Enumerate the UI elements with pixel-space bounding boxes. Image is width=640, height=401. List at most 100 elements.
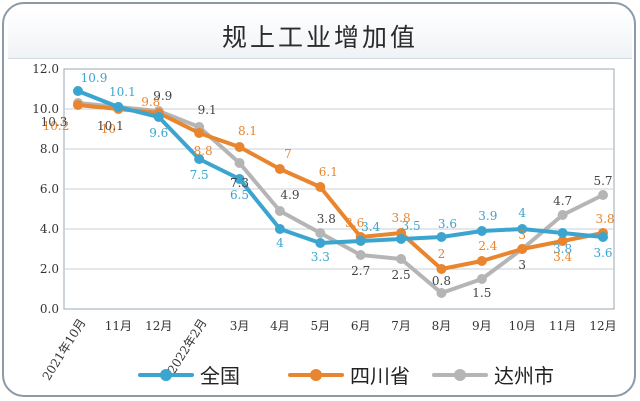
- x-tick-label: 12月: [145, 319, 172, 333]
- x-tick-label: 7月: [391, 319, 411, 333]
- series-point-0: [598, 232, 608, 242]
- series-point-1: [436, 264, 447, 274]
- legend-swatch-marker: [160, 369, 172, 381]
- y-tick-label: 0.0: [40, 302, 59, 316]
- data-label: 0.8: [432, 274, 451, 288]
- x-tick-label: 5月: [310, 319, 330, 333]
- data-label: 7.5: [190, 168, 209, 182]
- series-lines: [73, 86, 608, 298]
- x-tick-label: 11月: [105, 319, 132, 333]
- data-label: 10.1: [109, 85, 136, 99]
- data-label: 9.1: [198, 103, 217, 117]
- data-label: 3.6: [345, 216, 364, 230]
- data-label: 3: [518, 228, 526, 242]
- legend-label: 四川省: [350, 364, 410, 388]
- data-label: 6.5: [230, 188, 249, 202]
- data-label: 4: [518, 206, 526, 220]
- data-label: 9.9: [153, 89, 172, 103]
- data-label: 3.5: [402, 219, 421, 233]
- legend-swatch-marker: [310, 369, 322, 381]
- series-point-0: [517, 224, 528, 234]
- data-labels: 10.910.19.67.56.543.33.4 3.5 3.63.9 43.8 3.6…: [41, 71, 615, 300]
- series-point-1: [73, 100, 83, 110]
- y-tick-label: 10.0: [32, 102, 59, 116]
- series-line-0: [76, 89, 605, 245]
- x-tick-label: 6月: [351, 319, 371, 333]
- series-point-1: [315, 182, 326, 192]
- x-tick-label: 8月: [432, 319, 452, 333]
- series-point-0: [153, 112, 164, 122]
- data-label: 2.5: [392, 268, 411, 282]
- data-label: 9.6: [149, 126, 168, 140]
- data-label: 4.7: [553, 194, 572, 208]
- data-label: 3.8: [553, 242, 572, 256]
- series-point-0: [476, 226, 487, 236]
- series-point-0: [113, 102, 124, 112]
- data-label: 2: [438, 247, 446, 261]
- series-point-1: [234, 142, 245, 152]
- series-point-0: [194, 154, 205, 164]
- data-label: 3.8: [595, 212, 614, 226]
- data-label: 2.4: [478, 239, 497, 253]
- series-point-2: [598, 190, 608, 200]
- legend-label: 全国: [200, 364, 240, 388]
- data-label: 9.8: [141, 95, 160, 109]
- series-point-0: [355, 236, 366, 246]
- data-label: 10.9: [81, 71, 108, 85]
- data-label: 3.9: [478, 209, 497, 223]
- data-label: 6.1: [319, 165, 338, 179]
- data-label: 5.7: [593, 174, 612, 188]
- data-label: 1.5: [472, 286, 491, 300]
- series-point-2: [436, 288, 447, 298]
- x-tick-label: 10月: [509, 319, 536, 333]
- legend: 全国 四川省 达州市: [138, 364, 554, 388]
- data-label: 7: [284, 147, 292, 161]
- data-label: 3.8: [392, 211, 411, 225]
- data-label: 10: [101, 122, 116, 136]
- data-label: 10.3: [41, 115, 68, 129]
- y-tick-label: 2.0: [40, 262, 59, 276]
- legend-label: 达州市: [494, 364, 554, 388]
- x-tick-label: 9月: [472, 319, 492, 333]
- chart-title: 规上工业增加值: [221, 23, 418, 52]
- data-label: 3: [518, 258, 526, 272]
- series-point-0: [274, 224, 285, 234]
- data-label: 3.3: [311, 250, 330, 264]
- series-point-0: [436, 232, 447, 242]
- series-line-1: [76, 103, 605, 271]
- series-point-1: [517, 244, 528, 254]
- title-band: 规上工业增加值: [8, 8, 632, 59]
- data-label: 3.4: [361, 220, 380, 234]
- data-label: 3.6: [593, 246, 612, 260]
- data-label: 3.4: [553, 250, 572, 264]
- series-point-2: [315, 228, 326, 238]
- x-tick-label: 3月: [230, 319, 250, 333]
- data-label: 3.6: [438, 217, 457, 231]
- y-tick-label: 4.0: [40, 222, 59, 236]
- x-tick-label: 2021年10月: [40, 316, 89, 383]
- data-label: 4: [276, 236, 284, 250]
- data-label: 8.1: [238, 124, 257, 138]
- data-label: 2.7: [351, 264, 370, 278]
- data-label: 3.8: [317, 212, 336, 226]
- series-point-0: [73, 86, 83, 96]
- series-point-0: [557, 228, 568, 238]
- series-point-2: [355, 250, 366, 260]
- series-point-2: [234, 158, 245, 168]
- data-label: 7.3: [230, 176, 249, 190]
- data-label: 4.9: [280, 188, 299, 202]
- series-point-2: [557, 210, 568, 220]
- y-tick-label: 6.0: [40, 182, 59, 196]
- chart-frame: [2, 2, 636, 397]
- data-label: 10.1: [97, 119, 124, 133]
- x-tick-label: 12月: [589, 319, 616, 333]
- series-point-0: [315, 238, 326, 248]
- y-axis: 0.0 2.0 4.0 6.0 8.0 10.0 12.0: [32, 62, 59, 316]
- series-point-2: [274, 206, 285, 216]
- series-point-1: [194, 128, 205, 138]
- y-tick-label: 8.0: [40, 142, 59, 156]
- legend-swatch-marker: [454, 369, 466, 381]
- series-point-2: [476, 274, 487, 284]
- x-tick-label: 11月: [549, 319, 576, 333]
- data-label: 8.8: [194, 144, 213, 158]
